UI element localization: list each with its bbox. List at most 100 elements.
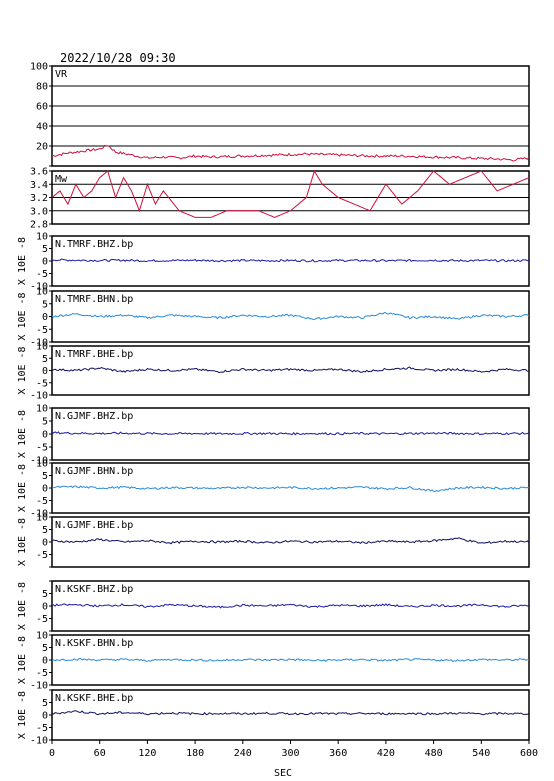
x-tick-label: 240 [234, 748, 252, 759]
y-tick-label: 5 [42, 698, 48, 709]
y-axis-label: X 10E -8 [17, 346, 28, 394]
y-tick-label: -10 [30, 509, 48, 520]
y-tick-label: -5 [36, 496, 48, 507]
y-axis-label: X 10E -8 [17, 464, 28, 512]
series-line [51, 603, 530, 609]
y-axis-label: X 10E -8 [17, 237, 28, 285]
x-tick-label: 300 [281, 748, 299, 759]
x-tick-label: 360 [329, 748, 347, 759]
y-tick-label: -5 [36, 378, 48, 389]
y-tick-label: -5 [36, 550, 48, 561]
x-tick-label: 600 [520, 748, 538, 759]
y-tick-label: 10 [36, 342, 48, 353]
y-tick-label: 5 [42, 299, 48, 310]
y-axis-label: X 10E -8 [17, 691, 28, 739]
x-tick-label: 180 [186, 748, 204, 759]
header-datetime: 2022/10/28 09:30 [60, 51, 176, 65]
y-tick-label: -5 [36, 269, 48, 280]
y-tick-label: 60 [36, 102, 48, 113]
series-line [51, 144, 530, 162]
y-tick-label: 3.2 [30, 193, 48, 204]
y-tick-label: 0 [42, 484, 48, 495]
y-tick-label: 5 [42, 525, 48, 536]
x-tick-label: 480 [425, 748, 443, 759]
y-tick-label: 5 [42, 417, 48, 428]
y-tick-label: -5 [36, 614, 48, 625]
panel-label: N.GJMF.BHN.bp [55, 466, 133, 477]
y-tick-label: 0 [42, 711, 48, 722]
y-tick-label: -5 [36, 325, 48, 336]
series-line [51, 258, 530, 263]
y-tick-label: -10 [30, 391, 48, 402]
panel-label: N.TMRF.BHE.bp [55, 349, 133, 360]
y-tick-label: 10 [36, 404, 48, 415]
panel-label: N.KSKF.BHN.bp [55, 638, 133, 649]
x-tick-label: 420 [377, 748, 395, 759]
y-tick-label: 80 [36, 82, 48, 93]
x-tick-label: 60 [94, 748, 106, 759]
x-tick-label: 540 [472, 748, 490, 759]
y-tick-label: -5 [36, 668, 48, 679]
series-line [51, 485, 530, 492]
y-tick-label: 40 [36, 122, 48, 133]
y-tick-label: 0 [42, 538, 48, 549]
y-tick-label: 3.0 [30, 206, 48, 217]
x-axis: 0 60 120 180 240 300 360 420 480 540 600 [49, 740, 538, 759]
y-tick-label: -10 [30, 681, 48, 692]
y-tick-label: 0 [42, 312, 48, 323]
panel-label: N.KSKF.BHZ.bp [55, 584, 133, 595]
y-tick-label: 3.4 [30, 180, 48, 191]
y-axis-label: X 10E -8 [17, 636, 28, 684]
series-line [51, 710, 530, 716]
y-tick-label: -10 [30, 282, 48, 293]
y-tick-label: 10 [36, 287, 48, 298]
panel-label: N.KSKF.BHE.bp [55, 693, 133, 704]
series-line [51, 657, 530, 662]
y-tick-label: 10 [36, 232, 48, 243]
y-tick-label: 5 [42, 589, 48, 600]
y-axis-label: X 10E -8 [17, 582, 28, 630]
panel-frame [51, 65, 530, 167]
series-line [51, 169, 530, 218]
panel-8: -50 5 X 10E -8 N.KSKF.BHZ.bp [17, 580, 530, 632]
y-tick-label: -10 [30, 456, 48, 467]
y-tick-label: 0 [42, 430, 48, 441]
y-tick-label: 0 [42, 366, 48, 377]
panel-5: -10 -5 0 5 10 X 10E -8 N.GJMF.BHZ.bp [17, 404, 530, 467]
panels: 20406080100VR2.83.03.23.43.6Mw-10-50510X… [17, 62, 530, 747]
y-tick-label: -10 [30, 736, 48, 747]
y-tick-label: 2.8 [30, 220, 48, 231]
y-tick-label: -5 [36, 723, 48, 734]
panel-10: -10 -50 5 X 10E -8 N.KSKF.BHE.bp [17, 689, 530, 747]
y-tick-label: 0 [42, 656, 48, 667]
panel-1: 2.8 3.0 3.2 3.4 3.6 Mw [30, 167, 530, 231]
y-tick-label: 10 [36, 513, 48, 524]
panel-label: N.GJMF.BHZ.bp [55, 411, 133, 422]
panel-9: -10 -50 510 X 10E -8 N.KSKF.BHN.bp [17, 631, 530, 692]
y-tick-label: 5 [42, 354, 48, 365]
y-tick-label: 5 [42, 643, 48, 654]
panel-label: N.GJMF.BHE.bp [55, 520, 133, 531]
y-tick-label: 3.6 [30, 167, 48, 178]
series-line [51, 366, 530, 374]
series-line [51, 431, 530, 436]
panel-7: -50 510 X 10E -8 N.GJMF.BHE.bp [17, 513, 530, 568]
y-tick-label: 5 [42, 244, 48, 255]
y-tick-label: -5 [36, 443, 48, 454]
x-tick-label: 120 [138, 748, 156, 759]
y-axis-label: X 10E -8 [17, 292, 28, 340]
y-tick-label: 0 [42, 257, 48, 268]
y-tick-label: 0 [42, 602, 48, 613]
y-tick-label: 5 [42, 471, 48, 482]
panel-2: -10 -50 510 X 10E -8 N.TMRF.BHZ.bp [17, 232, 530, 293]
y-axis-label: X 10E -8 [17, 518, 28, 566]
series-line [51, 311, 530, 321]
panel-6: -10 -50 510 X 10E -8 N.GJMF.BHN.bp [17, 459, 530, 520]
panel-label: N.TMRF.BHZ.bp [55, 239, 133, 250]
series-line [51, 537, 530, 545]
y-tick-label: 100 [30, 62, 48, 73]
panel-0: 20 40 60 80 100 VR [30, 62, 530, 167]
panel-label: Mw [55, 174, 68, 185]
